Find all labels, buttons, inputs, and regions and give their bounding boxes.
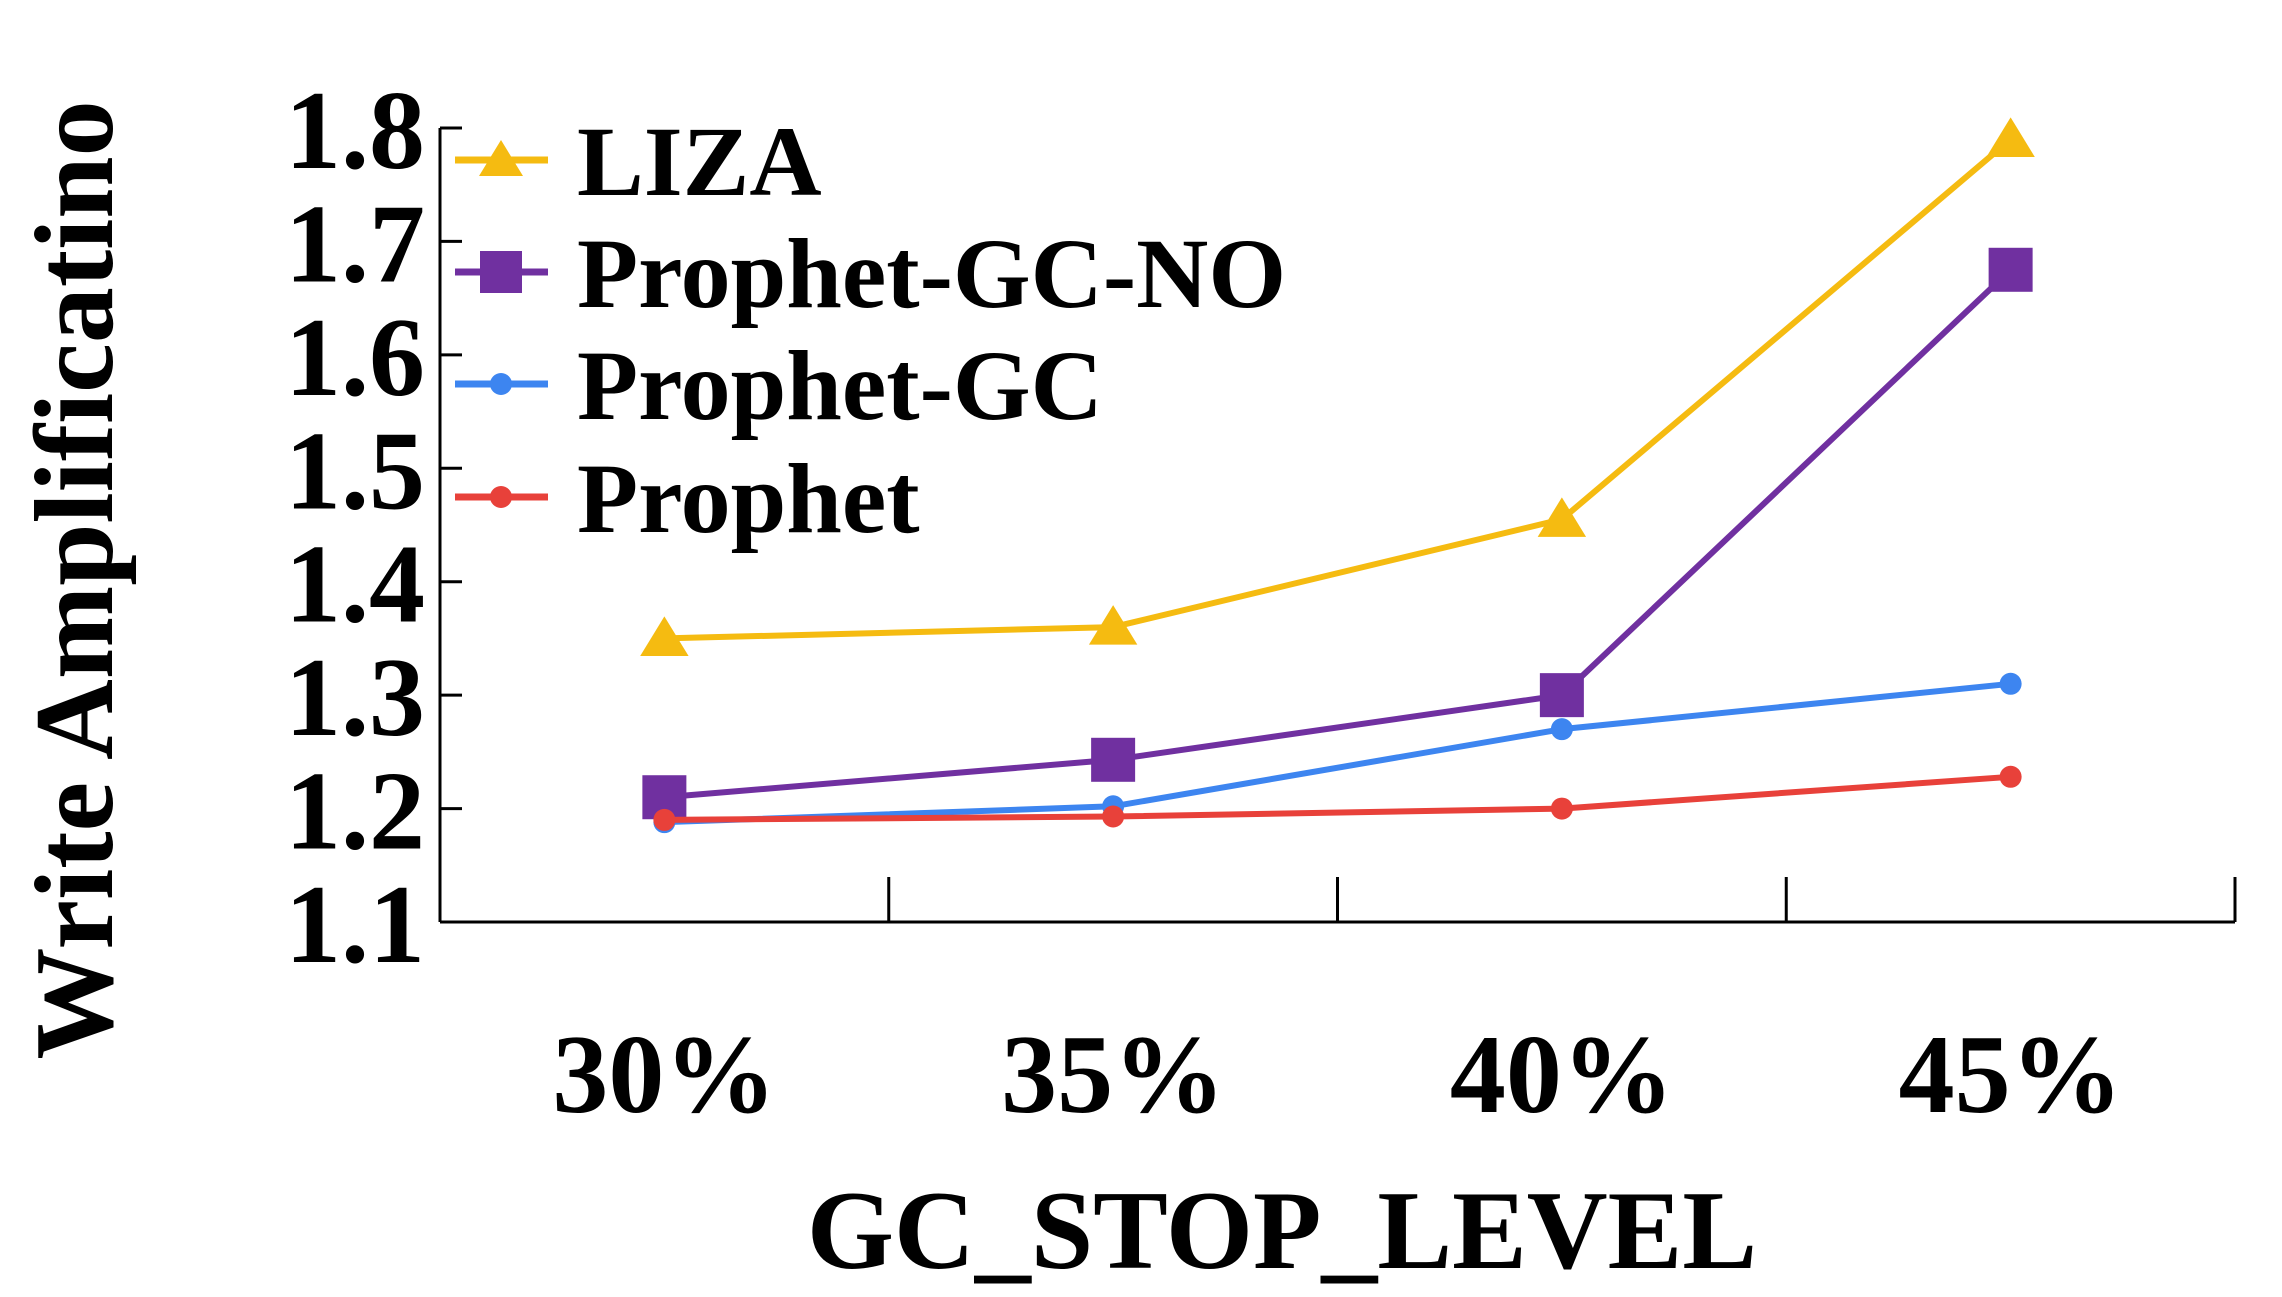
series-prophet-gc (653, 672, 2022, 834)
x-tick-label: 30% (552, 1013, 776, 1137)
legend-item-prophet-gc: Prophet-GC (455, 330, 1103, 441)
data-point-liza (1986, 117, 2035, 157)
data-point-prophet-gc-no (1091, 737, 1136, 782)
legend-label: Prophet-GC-NO (577, 218, 1286, 329)
y-tick-label: 1.2 (285, 750, 425, 874)
series-line-liza (664, 137, 2013, 642)
data-point-liza (1537, 497, 1587, 537)
series-line-prophet (664, 773, 2011, 823)
series-line-prophet-gc (664, 680, 2011, 826)
data-point-prophet-gc (1550, 718, 1573, 741)
legend-item-liza: LIZA (455, 106, 822, 217)
y-tick-label: 1.6 (285, 296, 425, 420)
data-point-liza (1088, 605, 1138, 645)
y-tick-label: 1.1 (285, 863, 425, 987)
x-tick-label: 35% (1001, 1013, 1225, 1137)
series-prophet-gc-no (642, 247, 2033, 820)
x-tick-label: 45% (1899, 1013, 2123, 1137)
axes (438, 126, 2237, 924)
y-tick-label: 1.3 (285, 636, 425, 760)
y-tick-label: 1.8 (285, 69, 425, 193)
series-liza (640, 117, 2035, 657)
legend-label: LIZA (577, 106, 822, 217)
y-tick-label: 1.7 (285, 182, 425, 306)
data-point-liza (640, 616, 689, 657)
y-tick-label: 1.4 (285, 523, 425, 647)
data-point-prophet (1999, 765, 2022, 788)
legend-marker (490, 373, 512, 395)
legend-label: Prophet-GC (577, 330, 1103, 441)
legend-marker (480, 251, 522, 293)
legend-item-prophet-gc-no: Prophet-GC-NO (455, 218, 1286, 329)
legend-label: Prophet (577, 443, 920, 554)
y-axis-title: Write Amplificatino (13, 100, 137, 1059)
series-layer (640, 117, 2035, 834)
data-point-prophet (1102, 805, 1125, 828)
legend-marker (479, 140, 523, 176)
x-axis-title: GC_STOP_LEVEL (807, 1169, 1757, 1292)
data-point-prophet (1550, 797, 1573, 820)
data-point-prophet-gc-no (1539, 673, 1584, 718)
y-tick-label: 1.5 (285, 409, 425, 533)
legend-marker (490, 486, 512, 508)
y-tick-labels: 1.11.21.31.41.51.61.71.8 (285, 69, 425, 987)
data-point-prophet-gc-no (1988, 247, 2033, 292)
series-line-prophet-gc-no (664, 267, 2013, 801)
x-tick-label: 40% (1450, 1013, 1674, 1137)
series-prophet (653, 765, 2022, 831)
data-point-prophet (653, 808, 676, 831)
x-tick-labels: 30% 35% 40% 45% (552, 1013, 2122, 1137)
data-point-prophet-gc (1999, 672, 2022, 695)
legend-item-prophet: Prophet (455, 443, 920, 554)
